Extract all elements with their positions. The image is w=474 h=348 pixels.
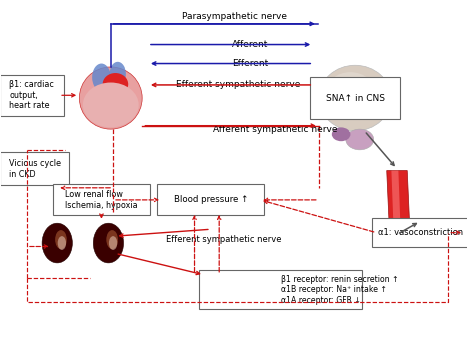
Text: Afferent sympathetic nerve: Afferent sympathetic nerve xyxy=(213,125,337,134)
Ellipse shape xyxy=(83,82,139,127)
Text: Afferent: Afferent xyxy=(232,40,269,49)
FancyBboxPatch shape xyxy=(199,270,362,309)
Text: Efferent: Efferent xyxy=(232,59,268,68)
Ellipse shape xyxy=(102,73,128,95)
Ellipse shape xyxy=(346,129,374,150)
Text: Parasympathetic nerve: Parasympathetic nerve xyxy=(182,13,287,22)
FancyBboxPatch shape xyxy=(0,152,69,185)
FancyBboxPatch shape xyxy=(157,184,264,215)
Text: Efferent sympathetic nerve: Efferent sympathetic nerve xyxy=(166,235,282,244)
Text: α1: vasoconstriction: α1: vasoconstriction xyxy=(378,228,463,237)
Ellipse shape xyxy=(332,127,350,141)
Text: SNA↑ in CNS: SNA↑ in CNS xyxy=(326,94,384,103)
Ellipse shape xyxy=(319,65,391,131)
FancyBboxPatch shape xyxy=(310,77,401,119)
Text: β1: cardiac
output,
heart rate: β1: cardiac output, heart rate xyxy=(9,80,54,110)
Ellipse shape xyxy=(79,67,142,129)
Ellipse shape xyxy=(325,72,376,117)
Ellipse shape xyxy=(58,236,66,250)
FancyBboxPatch shape xyxy=(372,218,469,247)
FancyBboxPatch shape xyxy=(53,184,150,215)
Ellipse shape xyxy=(42,223,73,263)
Ellipse shape xyxy=(106,230,118,249)
Text: Vicious cycle
in CKD: Vicious cycle in CKD xyxy=(9,159,61,179)
Ellipse shape xyxy=(109,62,126,86)
Text: Blood pressure ↑: Blood pressure ↑ xyxy=(173,195,248,204)
Polygon shape xyxy=(387,171,410,233)
Polygon shape xyxy=(392,171,401,233)
Text: Efferent sympathetic nerve: Efferent sympathetic nerve xyxy=(176,80,300,89)
Text: β1 receptor: renin secretion ↑
α1B receptor: Na⁺ intake ↑
α1A receptor: GFR ↓: β1 receptor: renin secretion ↑ α1B recep… xyxy=(281,275,398,304)
Ellipse shape xyxy=(55,230,67,249)
Ellipse shape xyxy=(93,223,124,263)
Text: Low renal flow
Ischemia, hypoxia: Low renal flow Ischemia, hypoxia xyxy=(65,190,138,209)
Ellipse shape xyxy=(109,236,117,250)
FancyBboxPatch shape xyxy=(0,74,64,116)
Ellipse shape xyxy=(92,64,111,91)
